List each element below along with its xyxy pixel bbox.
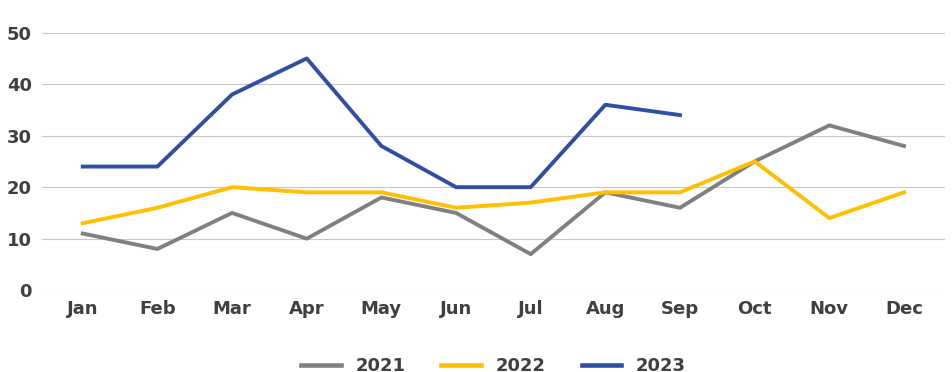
Legend: 2021, 2022, 2023: 2021, 2022, 2023 — [294, 350, 693, 372]
